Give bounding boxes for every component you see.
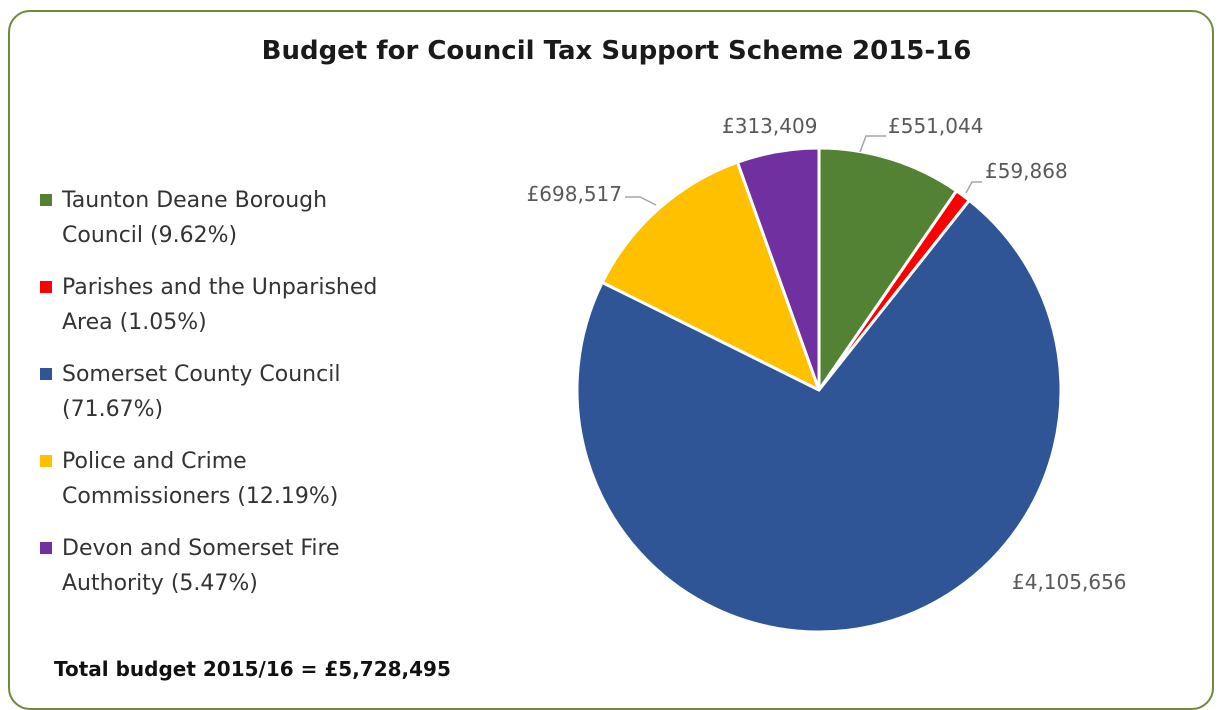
legend-swatch: [40, 542, 52, 554]
legend-swatch: [40, 455, 52, 467]
legend-label-line1: Somerset County Council: [62, 362, 341, 387]
legend-swatch: [40, 281, 52, 293]
legend: Taunton Deane Borough Council (9.62%) Pa…: [40, 183, 460, 618]
pie-slice-4: [735, 146, 821, 392]
legend-item-police-crime: Police and Crime Commissioners (12.19%): [40, 444, 460, 514]
pie-slice-0: [817, 146, 959, 392]
pie-chart: £551,044£59,868 £4,105,656 £698,517 £313,40…: [527, 114, 1127, 634]
total-budget: Total budget 2015/16 = £5,728,495: [54, 657, 451, 681]
legend-label-line2: (71.67%): [62, 397, 164, 422]
legend-label-line1: Devon and Somerset Fire: [62, 536, 340, 561]
legend-item-taunton-deane: Taunton Deane Borough Council (9.62%): [40, 183, 460, 253]
legend-label-line2: Authority (5.47%): [62, 571, 258, 596]
legend-label-line2: Council (9.62%): [62, 223, 238, 248]
legend-label-line1: Parishes and the Unparished: [62, 275, 378, 300]
legend-label-line1: Taunton Deane Borough: [62, 188, 328, 213]
data-label-3: £698,517: [527, 182, 622, 206]
legend-label-line2: Area (1.05%): [62, 310, 207, 335]
data-label-4: £313,409: [722, 114, 817, 138]
chart-title: Budget for Council Tax Support Scheme 20…: [261, 36, 972, 66]
legend-swatch: [40, 368, 52, 380]
legend-swatch: [40, 194, 52, 206]
legend-item-parishes: Parishes and the Unparished Area (1.05%): [40, 270, 460, 340]
data-label-1: £59,868: [985, 159, 1068, 183]
pie-slice-3: [600, 160, 821, 392]
legend-item-fire-authority: Devon and Somerset Fire Authority (5.47%…: [40, 531, 460, 601]
legend-label-line2: Commissioners (12.19%): [62, 484, 339, 509]
data-label-2: £4,105,656: [1012, 570, 1127, 594]
pie-slice-2: [575, 198, 1063, 634]
legend-item-somerset-county: Somerset County Council (71.67%): [40, 357, 460, 427]
legend-label-line1: Police and Crime: [62, 449, 247, 474]
leader-line-3: [625, 196, 657, 206]
leader-line-0: [859, 135, 886, 153]
leader-line-1: [965, 181, 982, 194]
data-label-0: £551,044: [888, 114, 983, 138]
